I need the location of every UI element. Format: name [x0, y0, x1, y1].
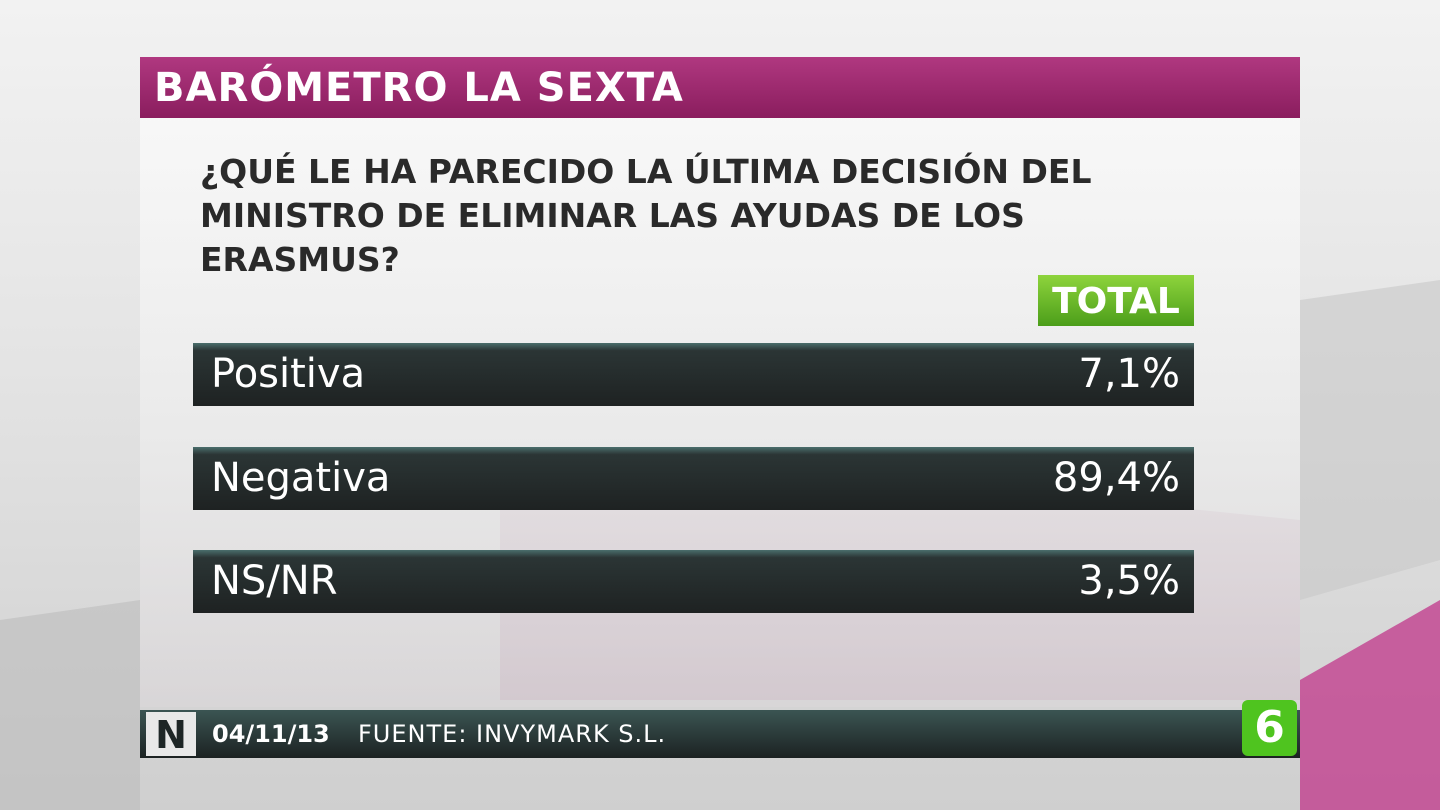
- channel-logo: 6: [1242, 700, 1297, 756]
- question: ¿QUÉ LE HA PARECIDO LA ÚLTIMA DECISIÓN D…: [200, 152, 1092, 279]
- row: Positiva 7,1%: [193, 343, 1194, 406]
- row-value: 7,1%: [1078, 351, 1180, 397]
- date: 04/11/13: [212, 720, 330, 748]
- row-value: 3,5%: [1078, 558, 1180, 604]
- source: FUENTE: INVYMARK S.L.: [358, 720, 667, 748]
- gray-shape: [1300, 280, 1440, 600]
- row-label: Negativa: [211, 455, 391, 501]
- row: NS/NR 3,5%: [193, 550, 1194, 613]
- title: BARÓMETRO LA SEXTA: [154, 65, 684, 111]
- row-value: 89,4%: [1052, 455, 1180, 501]
- footer: N 04/11/13 FUENTE: INVYMARK S.L.: [140, 710, 1300, 758]
- gray-shape: [0, 600, 140, 810]
- title-bar: BARÓMETRO LA SEXTA: [140, 57, 1300, 118]
- column-header: TOTAL: [1038, 275, 1194, 326]
- row-label: NS/NR: [211, 558, 338, 604]
- row-label: Positiva: [211, 351, 366, 397]
- row: Negativa 89,4%: [193, 447, 1194, 510]
- pink-shape: [1300, 600, 1440, 810]
- badge: N: [146, 712, 196, 757]
